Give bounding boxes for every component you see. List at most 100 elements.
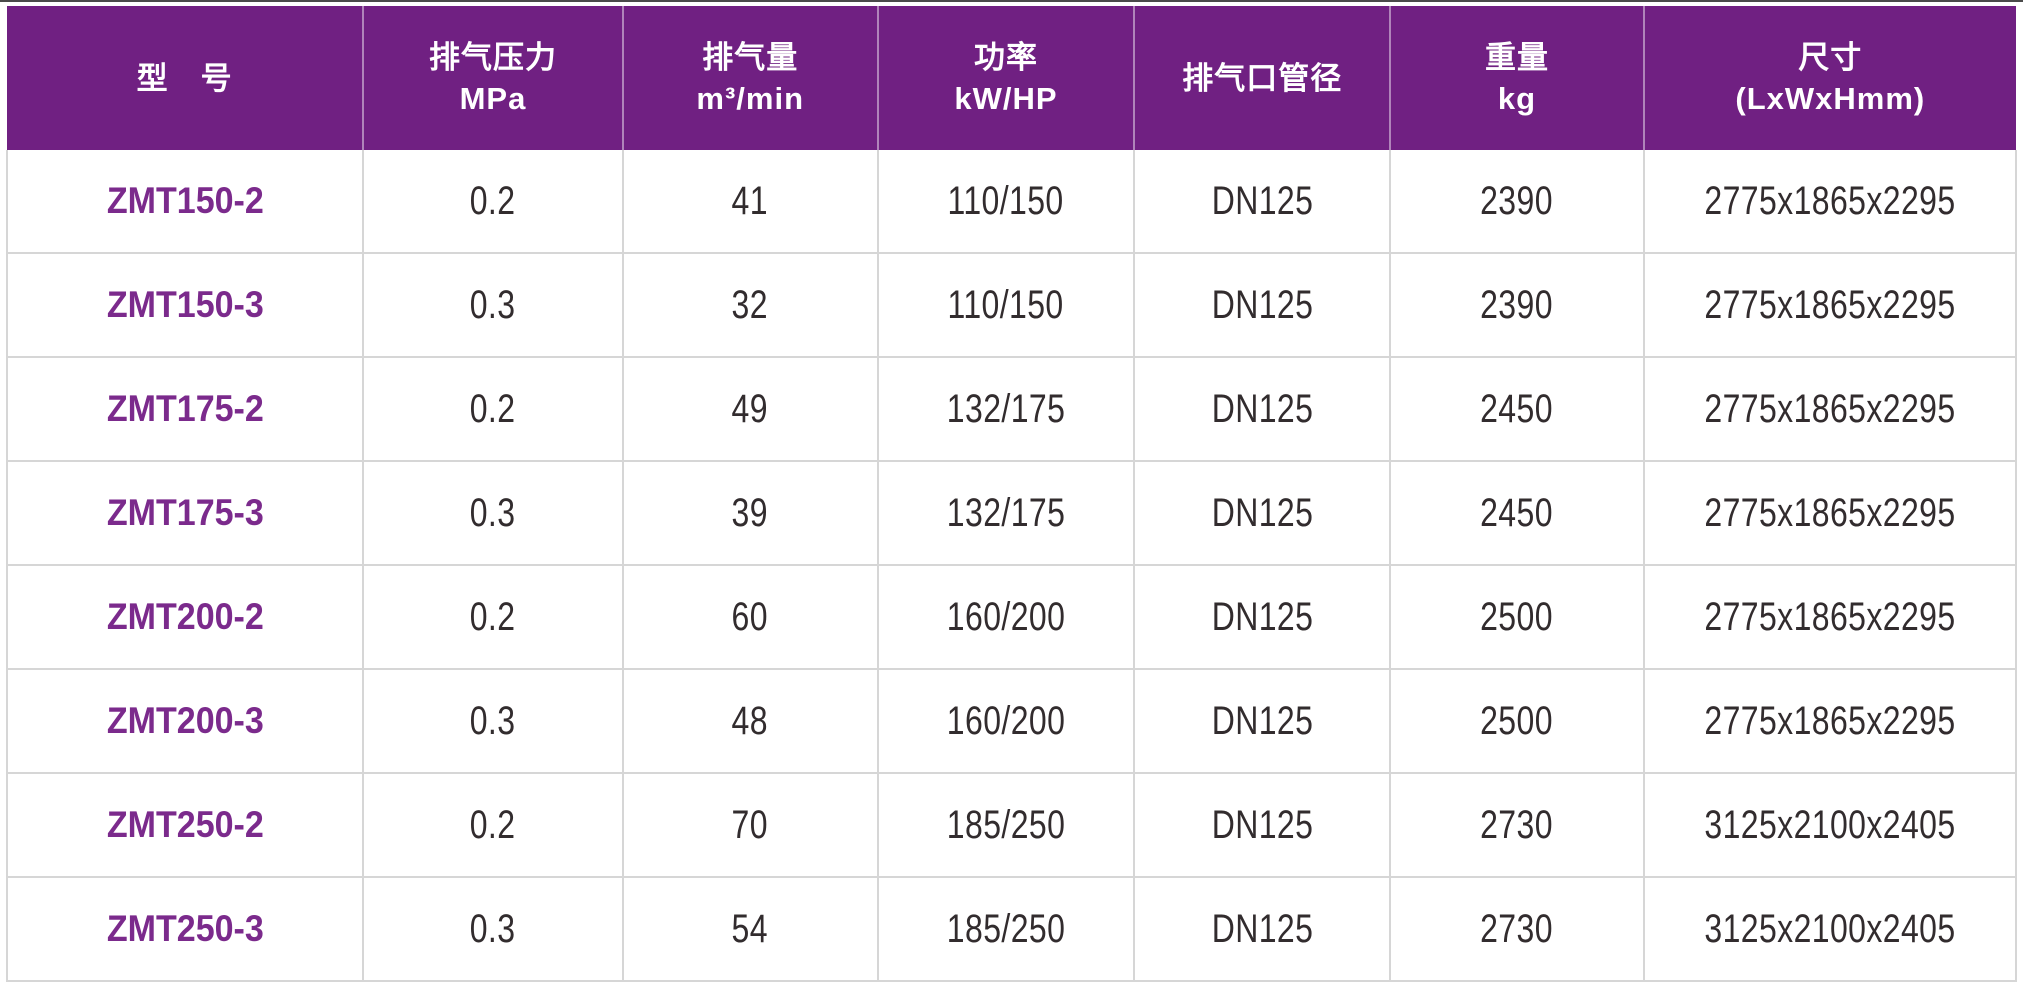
cell-dimensions: 2775x1865x2295 [1642, 460, 2018, 566]
model-value: ZMT250-3 [106, 908, 264, 949]
cell-power: 132/175 [876, 460, 1136, 566]
cell-pressure: 0.2 [362, 356, 624, 462]
cell-port: DN125 [1133, 668, 1392, 774]
header-power-label: 功率 [973, 40, 1038, 75]
cell-model: ZMT200-3 [5, 668, 365, 774]
product-spec-table: 型 号 排气压力 MPa 排气量 m³/min 功率 kW/HP 排气口管径 重… [5, 6, 2018, 982]
cell-port: DN125 [1133, 356, 1392, 462]
displacement-value: 54 [732, 906, 769, 951]
dimensions-value: 2775x1865x2295 [1704, 386, 1956, 431]
spec-row: ZMT175-3 0.3 39 132/175 DN125 2450 2775x… [5, 460, 2018, 566]
cell-pressure: 0.2 [362, 772, 624, 878]
dimensions-value: 2775x1865x2295 [1704, 698, 1956, 743]
cell-pressure: 0.3 [362, 252, 624, 358]
cell-weight: 2390 [1389, 150, 1645, 254]
header-weight-label: 重量 [1484, 40, 1549, 75]
weight-value: 2500 [1480, 698, 1554, 743]
cell-dimensions: 2775x1865x2295 [1642, 252, 2018, 358]
weight-value: 2500 [1480, 594, 1554, 639]
power-value: 132/175 [946, 490, 1066, 535]
pressure-value: 0.2 [470, 594, 516, 639]
displacement-value: 41 [732, 178, 769, 223]
dimensions-value: 2775x1865x2295 [1704, 594, 1956, 639]
cell-power: 110/150 [876, 252, 1136, 358]
displacement-value: 49 [732, 386, 769, 431]
cell-port: DN125 [1133, 564, 1392, 670]
power-value: 185/250 [946, 802, 1066, 847]
cell-power: 132/175 [876, 356, 1136, 462]
model-value: ZMT200-3 [106, 700, 264, 741]
cell-pressure: 0.3 [362, 876, 624, 982]
dimensions-value: 2775x1865x2295 [1704, 282, 1956, 327]
header-pressure: 排气压力 MPa [363, 6, 624, 150]
weight-value: 2730 [1480, 906, 1554, 951]
cell-weight: 2450 [1389, 460, 1645, 566]
table-body: ZMT150-2 0.2 41 110/150 DN125 2390 2775x… [5, 150, 2018, 982]
cell-displacement: 49 [621, 356, 879, 462]
weight-value: 2390 [1480, 282, 1554, 327]
page-top-rule [0, 0, 2023, 2]
header-row: 型 号 排气压力 MPa 排气量 m³/min 功率 kW/HP 排气口管径 重… [7, 6, 2016, 150]
cell-dimensions: 2775x1865x2295 [1642, 150, 2018, 254]
displacement-value: 32 [732, 282, 769, 327]
cell-dimensions: 2775x1865x2295 [1642, 356, 2018, 462]
header-power-unit: kW/HP [954, 81, 1058, 116]
pressure-value: 0.2 [470, 178, 516, 223]
power-value: 185/250 [946, 906, 1066, 951]
pressure-value: 0.3 [470, 490, 516, 535]
model-value: ZMT150-2 [106, 180, 264, 221]
cell-weight: 2450 [1389, 356, 1645, 462]
port-value: DN125 [1211, 386, 1314, 431]
cell-weight: 2730 [1389, 772, 1645, 878]
header-displacement-unit: m³/min [696, 81, 805, 116]
cell-displacement: 54 [621, 876, 879, 982]
cell-model: ZMT175-3 [5, 460, 365, 566]
power-value: 132/175 [946, 386, 1066, 431]
weight-value: 2450 [1480, 386, 1554, 431]
weight-value: 2390 [1480, 178, 1554, 223]
model-value: ZMT250-2 [106, 804, 264, 845]
cell-dimensions: 3125x2100x2405 [1642, 876, 2018, 982]
model-value: ZMT175-3 [106, 492, 264, 533]
header-power: 功率 kW/HP [877, 6, 1136, 150]
cell-power: 160/200 [876, 564, 1136, 670]
power-value: 160/200 [946, 698, 1066, 743]
cell-weight: 2500 [1389, 564, 1645, 670]
dimensions-value: 2775x1865x2295 [1704, 490, 1956, 535]
pressure-value: 0.2 [470, 386, 516, 431]
cell-model: ZMT250-2 [5, 772, 365, 878]
spec-row: ZMT200-3 0.3 48 160/200 DN125 2500 2775x… [5, 668, 2018, 774]
cell-displacement: 48 [621, 668, 879, 774]
cell-pressure: 0.2 [362, 150, 624, 254]
pressure-value: 0.3 [470, 906, 516, 951]
cell-displacement: 60 [621, 564, 879, 670]
displacement-value: 39 [732, 490, 769, 535]
port-value: DN125 [1211, 906, 1314, 951]
displacement-value: 70 [732, 802, 769, 847]
spec-row: ZMT250-3 0.3 54 185/250 DN125 2730 3125x… [5, 876, 2018, 982]
dimensions-value: 2775x1865x2295 [1704, 178, 1956, 223]
cell-dimensions: 3125x2100x2405 [1642, 772, 2018, 878]
cell-displacement: 39 [621, 460, 879, 566]
cell-model: ZMT250-3 [5, 876, 365, 982]
model-value: ZMT150-3 [106, 284, 264, 325]
spec-row: ZMT150-3 0.3 32 110/150 DN125 2390 2775x… [5, 252, 2018, 358]
cell-dimensions: 2775x1865x2295 [1642, 564, 2018, 670]
header-dimensions: 尺寸 (LxWxHmm) [1643, 6, 2016, 150]
cell-pressure: 0.2 [362, 564, 624, 670]
spec-row: ZMT250-2 0.2 70 185/250 DN125 2730 3125x… [5, 772, 2018, 878]
port-value: DN125 [1211, 802, 1314, 847]
header-dimensions-label: 尺寸 [1798, 40, 1863, 75]
power-value: 110/150 [947, 282, 1065, 327]
header-port-label: 排气口管径 [1182, 60, 1343, 96]
cell-pressure: 0.3 [362, 668, 624, 774]
cell-weight: 2500 [1389, 668, 1645, 774]
cell-port: DN125 [1133, 252, 1392, 358]
port-value: DN125 [1211, 282, 1314, 327]
power-value: 110/150 [947, 178, 1065, 223]
spec-row: ZMT200-2 0.2 60 160/200 DN125 2500 2775x… [5, 564, 2018, 670]
header-port: 排气口管径 [1134, 6, 1392, 150]
header-displacement: 排气量 m³/min [622, 6, 879, 150]
header-model: 型 号 [7, 6, 365, 150]
cell-dimensions: 2775x1865x2295 [1642, 668, 2018, 774]
